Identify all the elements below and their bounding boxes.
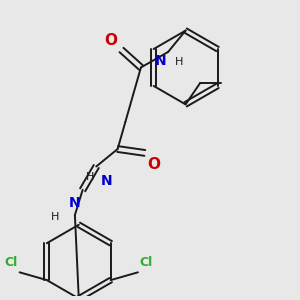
Text: N: N xyxy=(69,196,81,210)
Text: H: H xyxy=(86,172,94,182)
Text: H: H xyxy=(51,212,59,222)
Text: O: O xyxy=(148,157,161,172)
Text: H: H xyxy=(175,57,183,67)
Text: Cl: Cl xyxy=(4,256,18,269)
Text: N: N xyxy=(154,54,166,68)
Text: N: N xyxy=(101,174,113,188)
Text: Cl: Cl xyxy=(140,256,153,269)
Text: O: O xyxy=(105,33,118,48)
